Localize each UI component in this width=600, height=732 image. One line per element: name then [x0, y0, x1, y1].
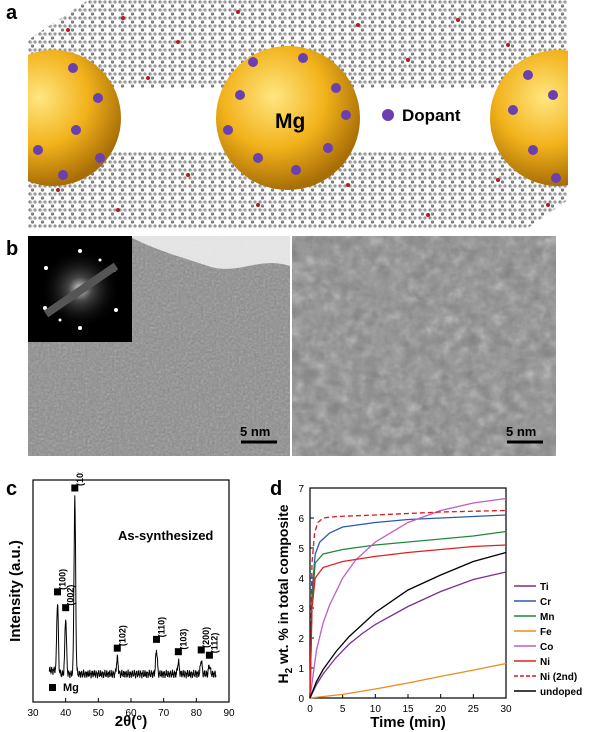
- xrd-xtick-label: 30: [27, 708, 39, 719]
- panel-letter-c: c: [6, 478, 18, 500]
- kinetics-xtick-label: 30: [500, 704, 512, 715]
- xrd-peak-marker: [205, 651, 213, 659]
- kinetics-ytick-label: 2: [298, 634, 304, 645]
- xrd-legend-marker: [49, 684, 56, 691]
- kinetics-legend-label: Mn: [540, 612, 554, 623]
- xrd-xtick-label: 60: [125, 708, 137, 719]
- kinetics-series-line: [309, 509, 507, 699]
- dopant-atoms: [33, 53, 561, 183]
- xrd-xlabel: 2θ(°): [115, 713, 147, 730]
- xrd-annotation: As-synthesized: [118, 528, 213, 543]
- kinetics-legend-label: Ni (2nd): [540, 672, 577, 683]
- kinetics-series-line: [309, 571, 507, 699]
- kinetics-xtick-label: 0: [307, 704, 313, 715]
- kinetics-xlabel: Time (min): [370, 714, 446, 730]
- kinetics-legend-label: Ni: [540, 657, 550, 668]
- xrd-peak-label: (110): [156, 617, 166, 638]
- kinetics-legend-label: Fe: [540, 627, 552, 638]
- xrd-xtick-label: 40: [60, 708, 72, 719]
- scale-bar-right-label: 5 nm: [506, 424, 536, 439]
- xrd-legend-label: Mg: [63, 682, 79, 694]
- kinetics-xtick-label: 5: [340, 704, 346, 715]
- xrd-xtick-label: 90: [223, 708, 235, 719]
- kinetics-series-line: [309, 662, 507, 699]
- kinetics-xtick-label: 10: [370, 704, 382, 715]
- kinetics-ylabel: H2 wt. % in total composite: [275, 504, 295, 683]
- xrd-peak-label: (002): [66, 585, 76, 606]
- mg-sphere-left: [28, 50, 121, 186]
- xrd-peak-label: (101): [75, 472, 85, 486]
- kinetics-series-line: [309, 551, 507, 699]
- xrd-peak-marker: [174, 648, 182, 656]
- graphene-sheet-top: [28, 0, 568, 88]
- xrd-peak-marker: [54, 588, 61, 596]
- xrd-xtick-label: 70: [158, 708, 170, 719]
- kinetics-ytick-label: 3: [298, 604, 304, 615]
- kinetics-ytick-label: 7: [298, 484, 304, 495]
- xrd-peak-label: (103): [178, 629, 188, 650]
- dopant-legend-label: Dopant: [402, 106, 461, 125]
- xrd-peak-label: (112): [209, 633, 219, 654]
- kinetics-ytick-label: 6: [298, 514, 304, 525]
- kinetics-series-line: [309, 544, 507, 699]
- kinetics-ytick-label: 1: [298, 664, 304, 675]
- kinetics-chart: 0 5 10 15 20 25 30 0 1 2 3 4 5 6 7 Ti Cr Mn Fe Co Ni Ni (2nd…: [275, 484, 582, 730]
- xrd-pattern-line: [48, 495, 217, 679]
- kinetics-legend-label: Cr: [540, 597, 551, 608]
- xrd-peak-marker: [197, 646, 205, 654]
- kinetics-series-line: [309, 514, 507, 699]
- kinetics-xtick-label: 15: [402, 704, 414, 715]
- kinetics-ytick-label: 5: [298, 544, 304, 555]
- graphene-sheet-bottom: [28, 152, 568, 228]
- panel-letter-b: b: [6, 238, 19, 260]
- panel-letter-a: a: [6, 2, 18, 24]
- xrd-peak-label: (100): [58, 569, 68, 590]
- scale-bar-left-label: 5 nm: [240, 424, 270, 439]
- tem-images: 5 nm 5 nm: [28, 236, 556, 456]
- mg-sphere-label: Mg: [275, 110, 305, 133]
- xrd-peak-label: (102): [117, 625, 127, 646]
- mg-sphere-center: [216, 46, 360, 190]
- xrd-peak-marker: [152, 635, 160, 643]
- mg-graphene-schematic: Mg Dopant: [28, 0, 568, 228]
- kinetics-ytick-label: 4: [298, 574, 304, 585]
- dopant-legend-marker: [382, 109, 394, 121]
- kinetics-xtick-label: 20: [435, 704, 447, 715]
- xrd-peak-marker: [62, 604, 70, 612]
- kinetics-legend-label: undoped: [540, 687, 582, 698]
- kinetics-xtick-label: 25: [468, 704, 480, 715]
- kinetics-legend-label: Ti: [540, 582, 549, 593]
- xrd-peak-label: (200): [201, 627, 211, 648]
- kinetics-series-line: [309, 530, 507, 699]
- xrd-peak-marker: [71, 484, 79, 492]
- xrd-xtick-label: 50: [93, 708, 105, 719]
- xrd-xtick-label: 80: [191, 708, 203, 719]
- mg-sphere-right: [490, 50, 568, 186]
- xrd-chart: 30 40 50 60 70 80 90 (100)(002) (101) (102) (110)…: [7, 472, 235, 730]
- kinetics-legend-label: Co: [540, 642, 553, 653]
- xrd-ylabel: Intensity (a.u.): [7, 540, 24, 642]
- xrd-peak-marker: [113, 644, 121, 652]
- panel-letter-d: d: [270, 478, 283, 500]
- kinetics-ytick-label: 0: [298, 694, 304, 705]
